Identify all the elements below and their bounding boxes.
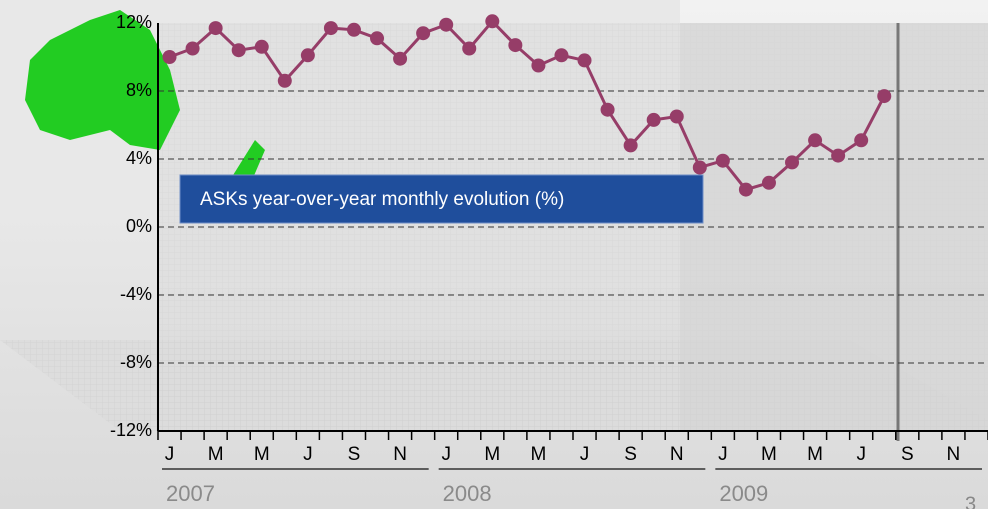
y-tick-label: -12%: [110, 420, 152, 440]
page-number: 3: [965, 493, 976, 509]
data-point: [393, 51, 408, 66]
data-point: [208, 21, 223, 36]
data-point: [738, 182, 753, 197]
x-tick-label: M: [254, 444, 270, 465]
data-point: [485, 14, 500, 29]
data-point: [600, 102, 615, 117]
x-tick-label: J: [165, 444, 175, 465]
data-point: [370, 31, 385, 46]
data-point: [715, 153, 730, 168]
x-tick-label: M: [484, 444, 500, 465]
data-point: [785, 155, 800, 170]
x-tick-label: N: [670, 444, 684, 465]
data-point: [554, 48, 569, 63]
year-label: 2007: [166, 481, 215, 506]
x-tick-label: J: [303, 444, 313, 465]
title-box: [179, 174, 704, 224]
x-tick-label: S: [348, 444, 361, 465]
y-tick-label: 8%: [126, 80, 152, 100]
data-point: [185, 41, 200, 56]
x-tick-label: J: [718, 444, 728, 465]
x-tick-label: N: [947, 444, 961, 465]
data-point: [669, 109, 684, 124]
data-point: [577, 53, 592, 68]
data-point: [439, 17, 454, 32]
x-tick-label: J: [856, 444, 866, 465]
x-tick-label: N: [393, 444, 407, 465]
y-tick-label: -8%: [120, 352, 152, 372]
x-tick-label: J: [580, 444, 590, 465]
data-point: [692, 160, 707, 175]
year-label: 2008: [443, 481, 492, 506]
y-tick-label: 4%: [126, 148, 152, 168]
data-point: [323, 21, 338, 36]
data-point: [462, 41, 477, 56]
data-point: [162, 50, 177, 64]
x-tick-label: M: [807, 444, 823, 465]
data-point: [808, 133, 823, 148]
map-land: [230, 140, 265, 185]
y-tick-label: 0%: [126, 216, 152, 236]
x-tick-label: M: [761, 444, 777, 465]
x-tick-label: S: [901, 444, 914, 465]
data-point: [254, 39, 269, 54]
x-tick-label: M: [531, 444, 547, 465]
data-point: [231, 43, 246, 58]
data-point: [346, 22, 361, 37]
data-point: [416, 26, 431, 41]
data-point: [623, 138, 638, 153]
year-label: 2009: [719, 481, 768, 506]
data-point: [531, 58, 546, 73]
data-point: [277, 73, 292, 88]
data-point: [646, 112, 661, 127]
x-tick-label: J: [441, 444, 451, 465]
y-tick-label: 12%: [116, 12, 152, 32]
data-point: [300, 48, 315, 63]
x-tick-label: S: [624, 444, 637, 465]
data-point: [508, 38, 523, 53]
chart-title: ASKs year-over-year monthly evolution (%…: [200, 189, 564, 210]
data-point: [831, 148, 846, 163]
y-tick-label: -4%: [120, 284, 152, 304]
map-land: [25, 10, 180, 150]
data-point: [761, 175, 776, 190]
data-point: [854, 133, 869, 148]
data-point: [877, 89, 892, 104]
x-tick-label: M: [208, 444, 224, 465]
